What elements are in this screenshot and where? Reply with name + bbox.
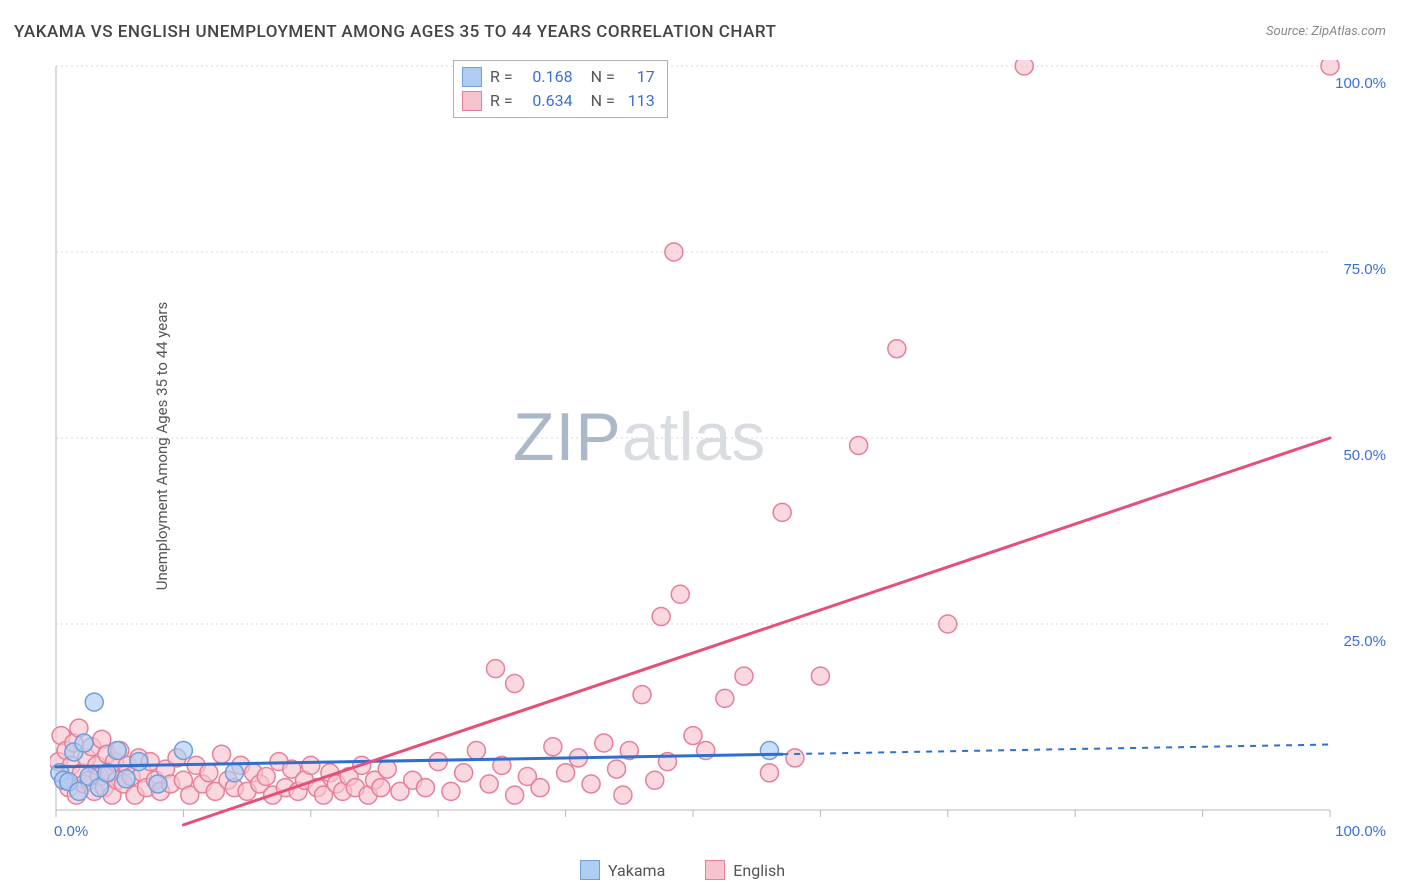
y-tick-label: 75.0% [1343, 261, 1386, 278]
x-tick-label-min: 0.0% [54, 823, 88, 840]
scatter-point [1015, 60, 1033, 75]
scatter-point [1321, 60, 1339, 75]
source-attribution: Source: ZipAtlas.com [1266, 24, 1386, 39]
scatter-point [200, 764, 218, 782]
scatter-point [811, 667, 829, 685]
series-swatch [462, 67, 482, 87]
scatter-point [939, 615, 957, 633]
stat-r-label: R = [490, 65, 513, 89]
stat-r-value: 0.634 [521, 89, 573, 113]
scatter-point [257, 768, 275, 786]
y-tick-label: 50.0% [1343, 447, 1386, 464]
x-tick-label-max: 100.0% [1335, 823, 1386, 840]
legend-swatch [580, 860, 600, 880]
scatter-point [773, 503, 791, 521]
legend-swatch [705, 860, 725, 880]
chart-title: YAKAMA VS ENGLISH UNEMPLOYMENT AMONG AGE… [14, 22, 776, 42]
scatter-point [786, 749, 804, 767]
scatter-point [480, 775, 498, 793]
scatter-point [85, 693, 103, 711]
scatter-point [531, 779, 549, 797]
legend-label: Yakama [608, 861, 665, 880]
scatter-point [378, 760, 396, 778]
scatter-point [633, 686, 651, 704]
scatter-point [213, 745, 231, 763]
scatter-point [608, 760, 626, 778]
scatter-point [467, 741, 485, 759]
stats-box: R = 0.168 N = 17 R = 0.634 N = 113 [453, 60, 668, 118]
scatter-point [614, 786, 632, 804]
stat-r-value: 0.168 [521, 65, 573, 89]
scatter-point [646, 771, 664, 789]
scatter-point [372, 779, 390, 797]
scatter-point [716, 689, 734, 707]
series-swatch [462, 91, 482, 111]
stat-n-value: 113 [623, 89, 655, 113]
regression-line [183, 438, 1330, 825]
scatter-point [442, 782, 460, 800]
scatter-point [888, 340, 906, 358]
stat-r-label: R = [490, 89, 513, 113]
scatter-point [557, 764, 575, 782]
scatter-point [850, 436, 868, 454]
scatter-point [684, 727, 702, 745]
regression-line-extrapolated [782, 745, 1330, 755]
legend-item: English [705, 860, 785, 880]
y-tick-label: 25.0% [1343, 633, 1386, 650]
scatter-chart: 25.0% 50.0% 75.0% 100.0% 0.0% 100.0% [50, 60, 1390, 840]
scatter-point [130, 753, 148, 771]
scatter-point [149, 775, 167, 793]
scatter-point [225, 764, 243, 782]
scatter-point [487, 660, 505, 678]
legend: Yakama English [580, 860, 785, 880]
scatter-point [506, 675, 524, 693]
scatter-point [506, 786, 524, 804]
scatter-point [671, 585, 689, 603]
stat-n-value: 17 [623, 65, 655, 89]
stats-row: R = 0.168 N = 17 [462, 65, 655, 89]
scatter-point [760, 764, 778, 782]
scatter-point [544, 738, 562, 756]
scatter-point [652, 608, 670, 626]
scatter-point [455, 764, 473, 782]
scatter-point [760, 741, 778, 759]
y-tick-label: 100.0% [1335, 75, 1386, 92]
scatter-point [595, 734, 613, 752]
scatter-point [75, 734, 93, 752]
stats-row: R = 0.634 N = 113 [462, 89, 655, 113]
stat-n-label: N = [591, 89, 615, 113]
scatter-point [582, 775, 600, 793]
legend-label: English [733, 861, 785, 880]
scatter-point [117, 770, 135, 788]
scatter-point [665, 243, 683, 261]
scatter-point [735, 667, 753, 685]
scatter-point [302, 756, 320, 774]
plot-area: 25.0% 50.0% 75.0% 100.0% 0.0% 100.0% [50, 60, 1390, 840]
scatter-point [108, 741, 126, 759]
scatter-point [416, 779, 434, 797]
stat-n-label: N = [591, 65, 615, 89]
legend-item: Yakama [580, 860, 665, 880]
scatter-point [174, 741, 192, 759]
